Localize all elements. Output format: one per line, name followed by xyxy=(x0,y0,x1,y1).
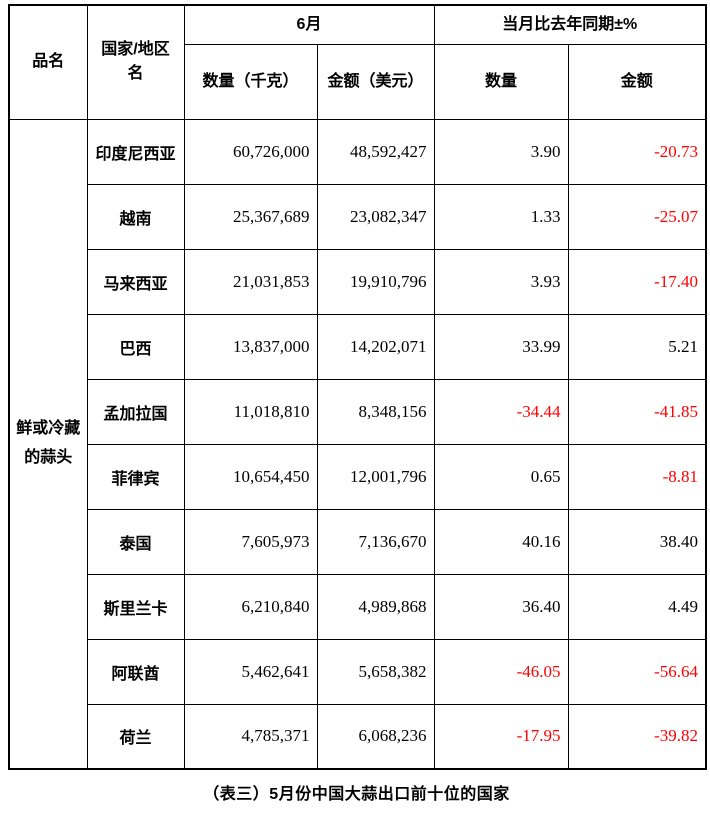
amount-yoy-cell: -39.82 xyxy=(567,703,707,770)
country-cell: 巴西 xyxy=(86,313,185,380)
amount-cell: 48,592,427 xyxy=(316,118,435,185)
country-cell: 阿联酋 xyxy=(86,638,185,705)
amount-yoy-cell: -41.85 xyxy=(567,378,707,445)
table-row: 鲜或冷藏的蒜头 印度尼西亚 60,726,000 48,592,427 3.90… xyxy=(8,118,707,770)
table-row: 巴西 13,837,000 14,202,071 33.99 5.21 xyxy=(9,313,707,380)
qty-yoy-cell: 33.99 xyxy=(433,313,569,380)
table-row: 斯里兰卡 6,210,840 4,989,868 36.40 4.49 xyxy=(9,573,707,640)
amount-yoy-cell: -56.64 xyxy=(567,638,707,705)
header-group-june: 6月 xyxy=(183,4,435,45)
amount-cell: 23,082,347 xyxy=(316,183,435,250)
amount-yoy-cell: 5.21 xyxy=(567,313,707,380)
qty-cell: 13,837,000 xyxy=(183,313,318,380)
header-product: 品名 xyxy=(8,4,88,120)
qty-yoy-cell: 40.16 xyxy=(433,508,569,575)
qty-cell: 25,367,689 xyxy=(183,183,318,250)
qty-cell: 4,785,371 xyxy=(183,703,318,770)
country-cell: 泰国 xyxy=(86,508,185,575)
amount-yoy-cell: -17.40 xyxy=(567,248,707,315)
table-row: 马来西亚 21,031,853 19,910,796 3.93 -17.40 xyxy=(9,248,707,315)
country-cell: 菲律宾 xyxy=(86,443,185,510)
table-row: 荷兰 4,785,371 6,068,236 -17.95 -39.82 xyxy=(9,703,707,770)
amount-yoy-cell: 4.49 xyxy=(567,573,707,640)
country-cell: 越南 xyxy=(86,183,185,250)
amount-cell: 5,658,382 xyxy=(316,638,435,705)
header-group-yoy: 当月比去年同期±% xyxy=(433,4,707,45)
country-cell: 印度尼西亚 xyxy=(86,118,185,185)
amount-cell: 14,202,071 xyxy=(316,313,435,380)
table-row: 越南 25,367,689 23,082,347 1.33 -25.07 xyxy=(9,183,707,250)
product-name-cell: 鲜或冷藏的蒜头 xyxy=(8,118,88,770)
header-amount: 金额 xyxy=(567,43,707,120)
table-row: 菲律宾 10,654,450 12,001,796 0.65 -8.81 xyxy=(9,443,707,510)
table-row: 阿联酋 5,462,641 5,658,382 -46.05 -56.64 xyxy=(9,638,707,705)
qty-yoy-cell: 0.65 xyxy=(433,443,569,510)
qty-cell: 7,605,973 xyxy=(183,508,318,575)
amount-cell: 4,989,868 xyxy=(316,573,435,640)
amount-cell: 19,910,796 xyxy=(316,248,435,315)
amount-yoy-cell: -20.73 xyxy=(567,118,707,185)
export-table: 品名 国家/地区名 6月 当月比去年同期±% 数量（千克） 金额（美元） 数量 … xyxy=(8,4,708,770)
amount-cell: 12,001,796 xyxy=(316,443,435,510)
country-cell: 马来西亚 xyxy=(86,248,185,315)
amount-yoy-cell: -25.07 xyxy=(567,183,707,250)
table-caption: （表三）5月份中国大蒜出口前十位的国家 xyxy=(203,786,510,803)
amount-yoy-cell: 38.40 xyxy=(567,508,707,575)
qty-cell: 10,654,450 xyxy=(183,443,318,510)
qty-yoy-cell: 3.93 xyxy=(433,248,569,315)
qty-yoy-cell: -17.95 xyxy=(433,703,569,770)
amount-yoy-cell: -8.81 xyxy=(567,443,707,510)
country-cell: 斯里兰卡 xyxy=(86,573,185,640)
amount-cell: 6,068,236 xyxy=(316,703,435,770)
qty-yoy-cell: -46.05 xyxy=(433,638,569,705)
country-cell: 孟加拉国 xyxy=(86,378,185,445)
qty-yoy-cell: 3.90 xyxy=(433,118,569,185)
header-amount-usd: 金额（美元） xyxy=(316,43,435,120)
header-row-sub: 数量（千克） 金额（美元） 数量 金额 xyxy=(9,43,707,120)
qty-cell: 5,462,641 xyxy=(183,638,318,705)
country-cell: 荷兰 xyxy=(86,703,185,770)
amount-cell: 8,348,156 xyxy=(316,378,435,445)
qty-cell: 21,031,853 xyxy=(183,248,318,315)
qty-cell: 6,210,840 xyxy=(183,573,318,640)
header-country: 国家/地区名 xyxy=(86,4,185,120)
qty-yoy-cell: -34.44 xyxy=(433,378,569,445)
amount-cell: 7,136,670 xyxy=(316,508,435,575)
qty-cell: 60,726,000 xyxy=(183,118,318,185)
header-qty: 数量 xyxy=(433,43,569,120)
header-row-groups: 品名 国家/地区名 6月 当月比去年同期±% xyxy=(8,4,707,120)
qty-yoy-cell: 1.33 xyxy=(433,183,569,250)
table-row: 泰国 7,605,973 7,136,670 40.16 38.40 xyxy=(9,508,707,575)
table-row: 孟加拉国 11,018,810 8,348,156 -34.44 -41.85 xyxy=(9,378,707,445)
qty-cell: 11,018,810 xyxy=(183,378,318,445)
header-qty-kg: 数量（千克） xyxy=(183,43,318,120)
qty-yoy-cell: 36.40 xyxy=(433,573,569,640)
